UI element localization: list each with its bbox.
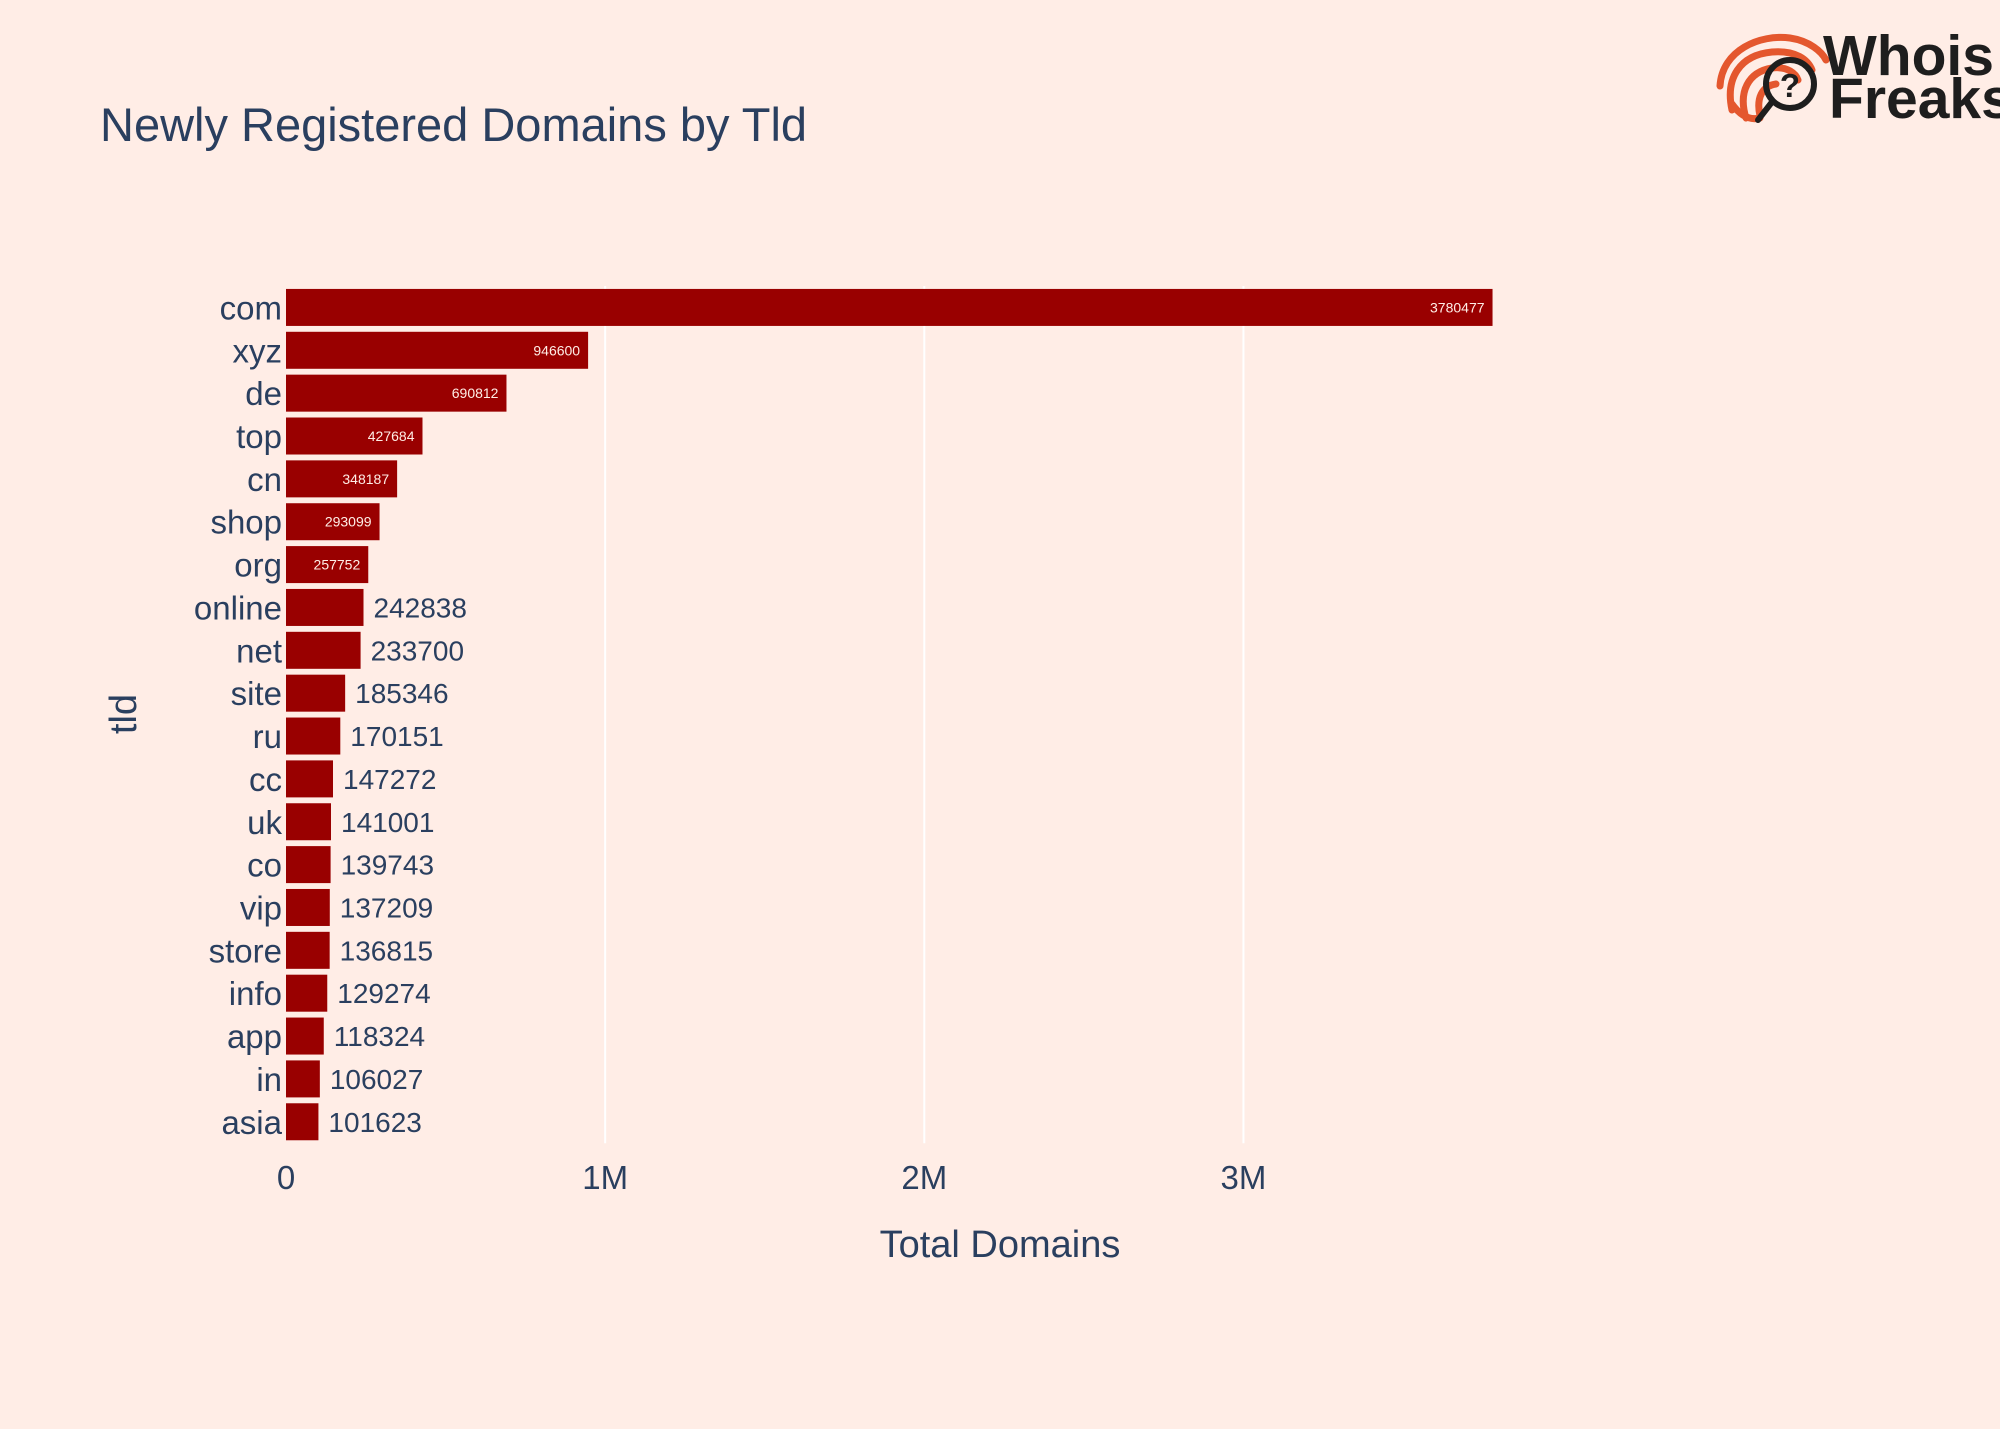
data-label: 136815	[340, 935, 433, 966]
data-label: 147272	[343, 764, 436, 795]
bar-ru	[286, 717, 341, 755]
bar-in	[286, 1060, 320, 1098]
category-label: vip	[240, 889, 282, 926]
data-label: 137209	[340, 892, 433, 923]
bar-vip	[286, 888, 330, 926]
magnifier-icon: ?	[1755, 57, 1817, 123]
category-label: shop	[210, 504, 282, 541]
bar-store	[286, 931, 330, 969]
data-label: 3780477	[1430, 299, 1485, 315]
category-label: top	[236, 418, 282, 455]
svg-text:?: ?	[1780, 67, 1800, 104]
data-label: 141001	[341, 807, 434, 838]
data-label: 118324	[334, 1021, 425, 1052]
category-label: xyz	[233, 332, 283, 369]
bar-uk	[286, 803, 332, 841]
x-tick-labels: 0 1M 2M 3M	[277, 1159, 1267, 1196]
bar-online	[286, 588, 364, 626]
bar-org	[286, 546, 369, 584]
x-tick-label: 0	[277, 1159, 295, 1196]
brand-line-2: Freaks	[1829, 67, 2000, 131]
category-label: net	[236, 632, 282, 669]
category-label: co	[247, 847, 282, 884]
category-label: ru	[253, 718, 282, 755]
category-label: org	[234, 547, 282, 584]
x-tick-label: 3M	[1221, 1159, 1267, 1196]
data-label: 242838	[374, 592, 467, 623]
x-tick-label: 1M	[582, 1159, 628, 1196]
bar-shop	[286, 503, 380, 541]
data-label: 139743	[341, 850, 434, 881]
data-label: 348187	[342, 471, 389, 487]
y-axis-title: tld	[103, 694, 145, 734]
category-label: cn	[247, 461, 282, 498]
bar-asia	[286, 1103, 319, 1141]
grid	[604, 286, 1245, 1144]
data-label: 257752	[314, 557, 361, 573]
category-label: com	[220, 289, 282, 326]
bar-net	[286, 631, 361, 669]
category-label: store	[209, 932, 282, 969]
bar-de	[286, 374, 507, 412]
bar-cc	[286, 760, 334, 798]
bar-top	[286, 417, 423, 455]
fingerprint-icon	[1716, 33, 1830, 123]
bar-info	[286, 974, 328, 1012]
data-label: 106027	[330, 1064, 423, 1095]
category-label: cc	[249, 761, 282, 798]
brand-line-1: Whois	[1823, 24, 1994, 88]
category-label: site	[231, 675, 282, 712]
category-label: de	[245, 375, 282, 412]
data-label: 427684	[368, 428, 415, 444]
data-label: 101623	[328, 1107, 421, 1138]
bar-xyz	[286, 331, 589, 369]
category-labels: com xyz de top cn shop org online net site ru cc uk c…	[194, 289, 283, 1140]
category-label: app	[227, 1018, 282, 1055]
value-labels: 3780477 946600 690812 427684 348187 293099 257…	[314, 299, 1485, 1137]
category-label: in	[256, 1061, 282, 1098]
x-axis-title: Total Domains	[880, 1224, 1121, 1266]
brand-logo: ? Whois Freaks	[1716, 24, 2000, 131]
data-label: 170151	[350, 721, 443, 752]
data-label: 233700	[371, 635, 464, 666]
chart-title: Newly Registered Domains by Tld	[100, 98, 807, 151]
data-label: 690812	[452, 385, 499, 401]
category-label: info	[229, 975, 282, 1012]
bars	[286, 288, 1493, 1141]
category-label: online	[194, 589, 282, 626]
data-label: 293099	[325, 514, 372, 530]
bar-com	[286, 288, 1493, 326]
bar-co	[286, 846, 331, 884]
x-tick-label: 2M	[901, 1159, 947, 1196]
data-label: 946600	[533, 342, 580, 358]
category-label: asia	[221, 1104, 282, 1141]
bar-cn	[286, 460, 398, 498]
bar-app	[286, 1017, 324, 1055]
data-label: 129274	[337, 978, 430, 1009]
bar-site	[286, 674, 346, 712]
category-label: uk	[247, 804, 282, 841]
data-label: 185346	[355, 678, 448, 709]
